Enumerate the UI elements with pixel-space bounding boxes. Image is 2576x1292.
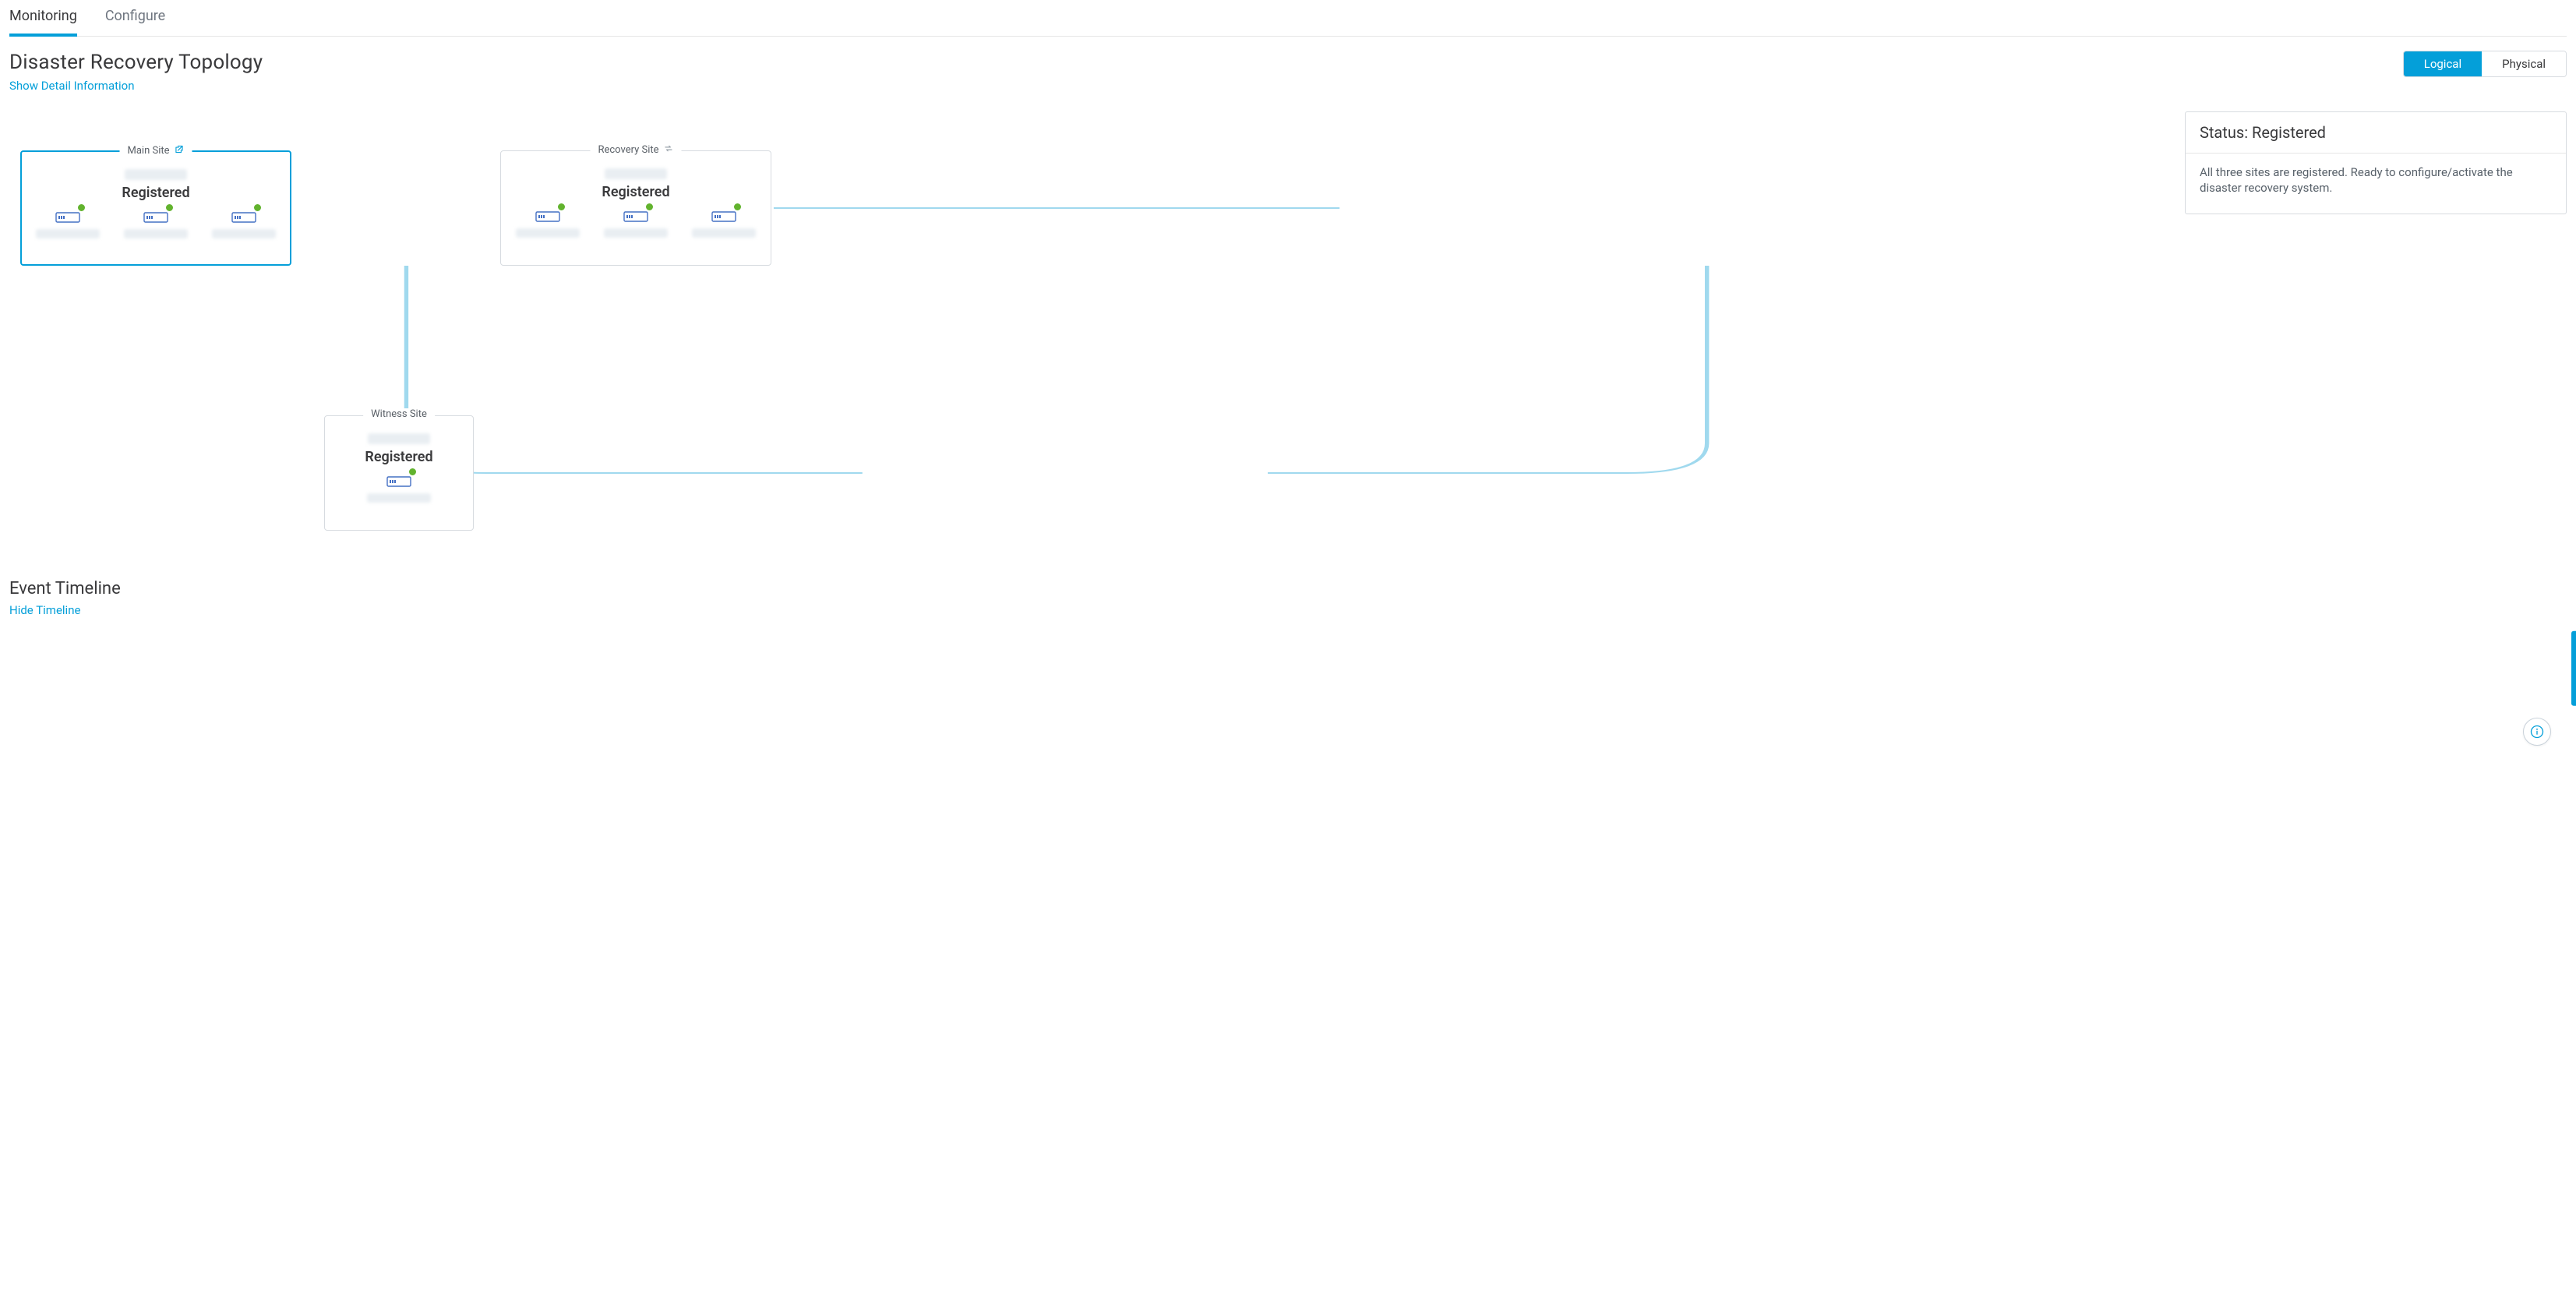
- status-ok-icon: [557, 203, 566, 211]
- main-site-legend-label: Main Site: [127, 145, 169, 157]
- recovery-site-node-label-redacted: [692, 228, 756, 238]
- status-ok-icon: [645, 203, 654, 211]
- main-site-node-label-redacted: [212, 229, 276, 238]
- status-ok-icon: [733, 203, 742, 211]
- info-button[interactable]: [2523, 718, 2551, 746]
- main-site-box[interactable]: Main SiteRegistered: [20, 150, 291, 266]
- view-toggle-logical[interactable]: Logical: [2404, 51, 2482, 76]
- content-row: Main SiteRegistered Recovery SiteRegiste…: [9, 111, 2567, 548]
- witness-site-nodes: [334, 473, 464, 503]
- main-site-legend-external-link-icon[interactable]: [175, 144, 185, 157]
- view-toggle-physical[interactable]: Physical: [2482, 51, 2566, 76]
- device-icon: [143, 209, 168, 223]
- witness-site-legend: Witness Site: [363, 408, 435, 420]
- main-site-nodes: [31, 209, 281, 238]
- recovery-site-node-label-redacted: [516, 228, 580, 238]
- status-ok-icon: [165, 203, 174, 212]
- page-header-row: Disaster Recovery Topology Show Detail I…: [9, 51, 2567, 93]
- witness-site-box[interactable]: Witness SiteRegistered: [324, 415, 474, 531]
- recovery-site-subtitle-redacted: [510, 168, 761, 179]
- tab-monitoring[interactable]: Monitoring: [9, 0, 77, 37]
- recovery-site-legend-label: Recovery Site: [598, 144, 658, 156]
- recovery-site-node[interactable]: [687, 208, 761, 238]
- recovery-site-status: Registered: [510, 184, 761, 200]
- witness-site-node-label-redacted: [367, 493, 431, 503]
- recovery-site-node[interactable]: [510, 208, 584, 238]
- recovery-site-node-label-redacted: [604, 228, 668, 238]
- main-site-node[interactable]: [119, 209, 193, 238]
- status-ok-icon: [77, 203, 86, 212]
- status-panel-body: All three sites are registered. Ready to…: [2186, 154, 2566, 214]
- main-site-legend: Main Site: [119, 144, 192, 157]
- status-ok-icon: [408, 468, 417, 476]
- tab-configure[interactable]: Configure: [105, 0, 165, 37]
- main-site-status: Registered: [31, 185, 281, 201]
- page-header-left: Disaster Recovery Topology Show Detail I…: [9, 51, 263, 93]
- hide-timeline-link[interactable]: Hide Timeline: [9, 603, 80, 617]
- show-detail-link[interactable]: Show Detail Information: [9, 79, 135, 93]
- device-icon: [55, 209, 80, 223]
- recovery-site-legend: Recovery Site: [590, 143, 681, 157]
- main-site-node-label-redacted: [124, 229, 188, 238]
- device-icon: [711, 208, 736, 222]
- device-icon: [535, 208, 560, 222]
- recovery-site-node[interactable]: [598, 208, 672, 238]
- recovery-site-legend-swap-icon: [664, 143, 674, 157]
- main-site-node[interactable]: [31, 209, 105, 238]
- right-edge-handle[interactable]: [2571, 631, 2576, 706]
- page-title: Disaster Recovery Topology: [9, 51, 263, 74]
- status-panel-title: Status: Registered: [2186, 112, 2566, 154]
- main-site-subtitle-redacted: [31, 169, 281, 180]
- witness-site-legend-label: Witness Site: [371, 408, 427, 420]
- page-tabs: Monitoring Configure: [9, 0, 2567, 37]
- status-ok-icon: [253, 203, 262, 212]
- witness-site-subtitle-redacted: [334, 433, 464, 444]
- info-icon: [2529, 724, 2545, 740]
- recovery-site-box[interactable]: Recovery SiteRegistered: [500, 150, 771, 266]
- topology-canvas: Main SiteRegistered Recovery SiteRegiste…: [9, 111, 2163, 548]
- event-timeline-title: Event Timeline: [9, 579, 2567, 598]
- device-icon: [231, 209, 256, 223]
- main-site-node-label-redacted: [36, 229, 100, 238]
- device-icon: [386, 473, 411, 487]
- view-toggle: Logical Physical: [2403, 51, 2567, 77]
- witness-site-status: Registered: [334, 449, 464, 465]
- device-icon: [623, 208, 648, 222]
- witness-site-node[interactable]: [362, 473, 436, 503]
- status-panel: Status: Registered All three sites are r…: [2185, 111, 2567, 214]
- event-timeline-section: Event Timeline Hide Timeline: [9, 579, 2567, 617]
- main-site-node[interactable]: [206, 209, 281, 238]
- recovery-site-nodes: [510, 208, 761, 238]
